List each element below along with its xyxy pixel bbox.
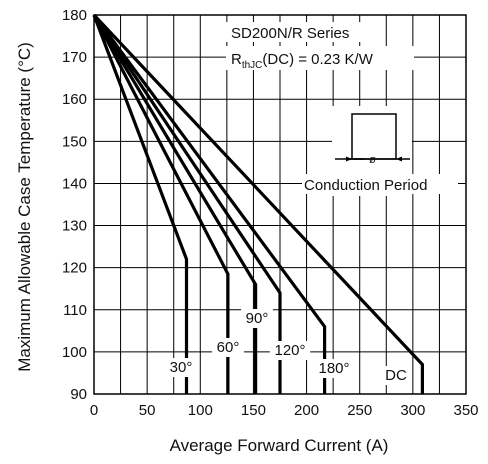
x-axis-title: Average Forward Current (A) <box>170 436 389 455</box>
series-label-bg <box>313 359 355 378</box>
x-tick-label: 0 <box>90 402 98 419</box>
series-label-bg <box>165 358 197 377</box>
series-line-120 <box>92 14 282 394</box>
plot-frame <box>93 14 467 395</box>
x-tick-label: 250 <box>347 402 372 419</box>
rth-suffix: (DC) = 0.23 K/W <box>262 51 373 68</box>
curves <box>92 13 424 394</box>
series-label-bg <box>269 341 311 360</box>
series-labels: 30° 60° 90° 120° 180° DC <box>165 309 408 385</box>
series-label-bg <box>384 366 408 385</box>
y-axis-title: Maximum Allowable Case Temperature (°C) <box>15 42 34 372</box>
rth-subscript: thJC <box>242 60 263 71</box>
series-name-bg <box>226 22 376 42</box>
y-tick-label: 130 <box>62 218 87 235</box>
x-tick-label: 350 <box>453 402 478 419</box>
conduction-period-label: Conduction Period <box>304 177 427 194</box>
y-tick-label: 170 <box>62 49 87 66</box>
conduction-label-bg <box>302 174 458 194</box>
series-line-30 <box>92 14 189 394</box>
y-tick-label: 160 <box>62 91 87 108</box>
series-label: 120° <box>274 342 305 359</box>
x-tick-label: 200 <box>294 402 319 419</box>
x-tick-label: 150 <box>241 402 266 419</box>
y-tick-label: 140 <box>62 175 87 192</box>
series-label-bg <box>241 309 273 328</box>
series-line-90 <box>92 14 258 394</box>
series-label: 60° <box>217 339 240 356</box>
x-tick-label: 300 <box>400 402 425 419</box>
y-tick-label: 100 <box>62 344 87 361</box>
rth-bg <box>226 46 414 70</box>
phi-label: ø <box>369 154 376 166</box>
series-label-bg <box>212 338 244 357</box>
series-line-dc <box>92 13 424 394</box>
series-name-label: SD200N/R Series <box>231 25 349 42</box>
y-tick-label: 180 <box>62 7 87 24</box>
rth-label: RthJC(DC) = 0.23 K/W <box>231 51 374 71</box>
x-tick-label: 50 <box>139 402 156 419</box>
rth-prefix: R <box>231 51 242 68</box>
ticks: 0 50 100 150 200 250 300 350 90 100 110 120 130 140 15… <box>62 7 479 419</box>
series-label: 180° <box>318 360 349 377</box>
series-label: 90° <box>246 310 269 327</box>
y-tick-label: 90 <box>70 386 87 403</box>
y-tick-label: 150 <box>62 133 87 150</box>
y-tick-label: 120 <box>62 260 87 277</box>
x-tick-label: 100 <box>188 402 213 419</box>
series-label: DC <box>385 367 407 384</box>
series-label: 30° <box>170 359 193 376</box>
y-tick-label: 110 <box>63 302 87 319</box>
